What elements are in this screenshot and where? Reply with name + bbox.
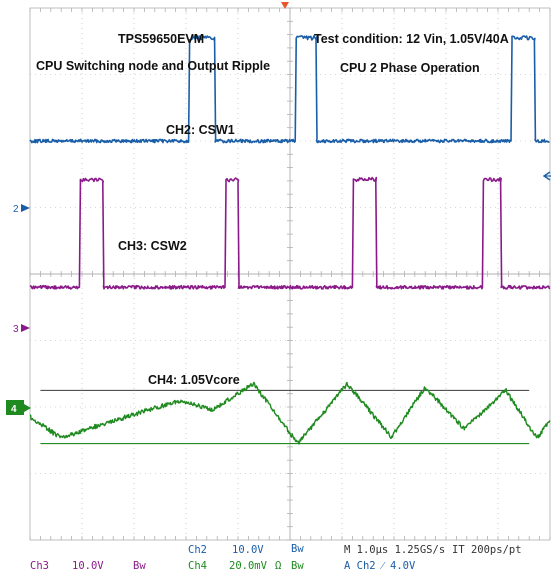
ch4-trace: [29, 381, 551, 445]
annotation-ch2-label: CH2: CSW1: [166, 123, 235, 137]
ch4-ground-marker[interactable]: 4: [6, 400, 31, 415]
cursor-lines: [40, 389, 530, 445]
ch2-trace: [29, 35, 550, 144]
readout-ch4-bw: Bw: [291, 560, 304, 572]
ch3-ground-marker[interactable]: 3: [13, 324, 30, 335]
annotation-phase: CPU 2 Phase Operation: [340, 61, 480, 75]
readout-ch3-bw: Bw: [133, 560, 146, 572]
ch3-marker-number: 3: [13, 324, 19, 335]
ch3-trace: [29, 176, 551, 290]
readout-ch2-scale: 10.0V: [232, 544, 264, 556]
annotation-subtitle: CPU Switching node and Output Ripple: [36, 59, 270, 73]
readout-ch4-coupling: Ω: [275, 560, 281, 572]
annotation-title: TPS59650EVM: [118, 32, 204, 46]
readout-ch3-name: Ch3: [30, 560, 49, 572]
annotation-ch4-label: CH4: 1.05Vcore: [148, 373, 240, 387]
ch2-ground-marker[interactable]: 2: [13, 204, 30, 215]
readout-ch4-name: Ch4: [188, 560, 207, 572]
readout-interpolation: IT 200ps/pt: [452, 544, 522, 556]
ch2-marker-number: 2: [13, 204, 19, 215]
trigger-position-marker[interactable]: [281, 2, 289, 9]
trace-layer: [29, 35, 551, 445]
readout-ch4-scale: 20.0mV: [229, 560, 268, 572]
annotation-test-condition: Test condition: 12 Vin, 1.05V/40A: [314, 32, 509, 46]
readout-trigger: A Ch2 ⁄ 4.0V: [344, 560, 416, 572]
readout-ch2-name: Ch2: [188, 544, 207, 556]
readout-timebase: M 1.0µs 1.25GS/s: [344, 544, 445, 556]
ch4-marker-number: 4: [11, 404, 17, 415]
graticule: [29, 7, 551, 541]
readout-ch2-bw: Bw: [291, 543, 304, 555]
annotation-ch3-label: CH3: CSW2: [118, 239, 187, 253]
readout-ch3-scale: 10.0V: [72, 560, 104, 572]
